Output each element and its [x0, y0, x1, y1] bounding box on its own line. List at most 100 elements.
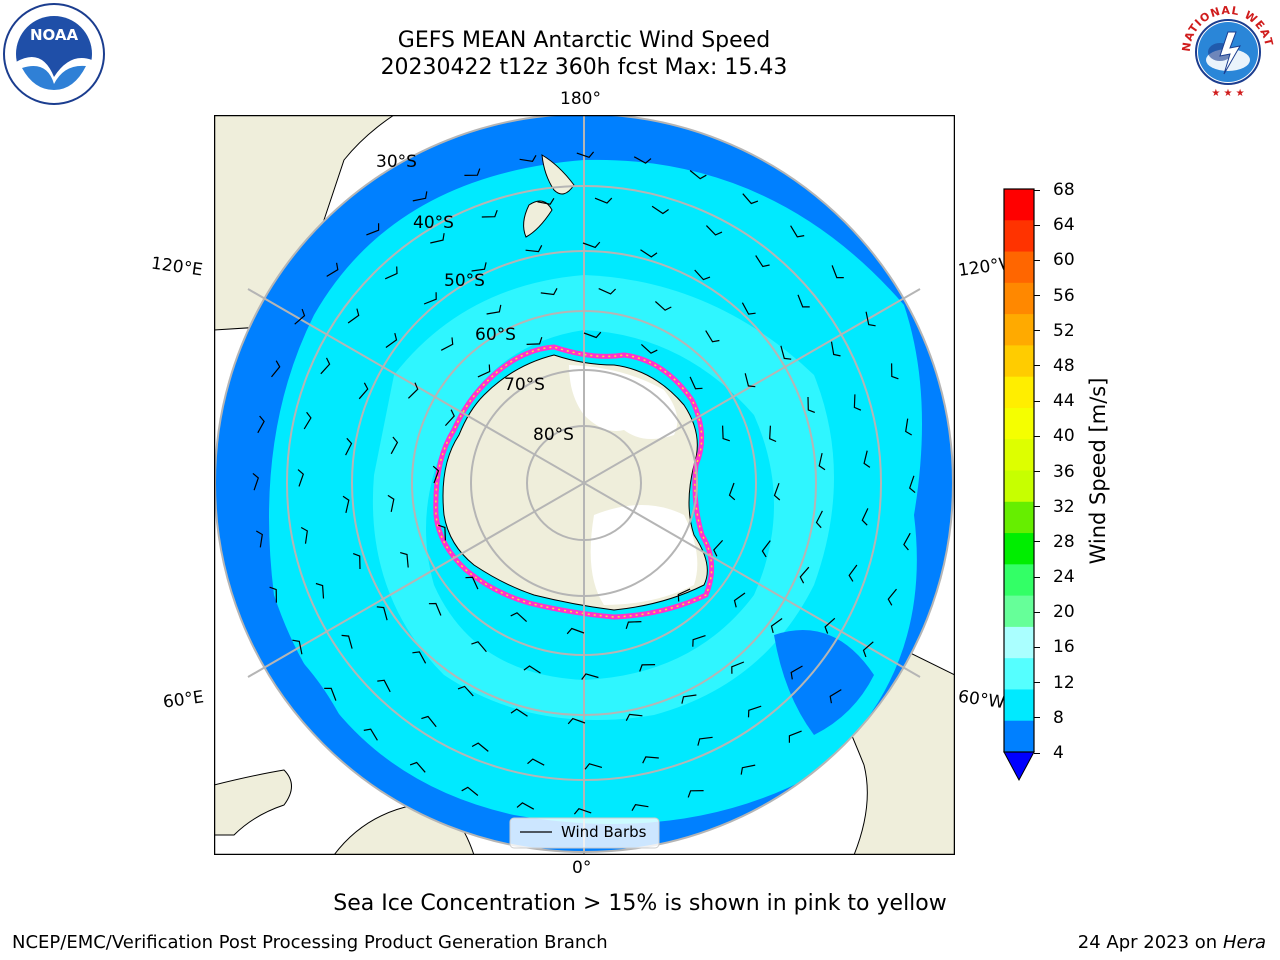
wind-barb	[863, 450, 871, 468]
colorbar-tick-mark	[1034, 471, 1040, 472]
wind-barb	[303, 411, 312, 430]
colorbar-tick-label: 68	[1053, 180, 1075, 200]
noaa-logo: NOAA	[3, 3, 105, 105]
wind-barb	[824, 617, 836, 634]
wind-barb	[342, 495, 350, 514]
wind-barb	[861, 508, 869, 526]
colorbar-tick-mark	[1034, 259, 1040, 261]
colorbar-tick-mark	[1034, 330, 1040, 332]
colorbar-tick-label: 48	[1053, 355, 1075, 376]
wind-barb	[300, 526, 308, 544]
wind-barb	[471, 742, 489, 752]
colorbar-tick-mark	[1034, 611, 1040, 613]
wind-barb	[830, 341, 841, 357]
colorbar-tick-label: 4	[1053, 743, 1064, 763]
wind-barb	[326, 262, 339, 277]
sea-ice-caption: Sea Ice Concentration > 15% is shown in …	[333, 891, 947, 916]
wind-barb	[481, 209, 498, 218]
colorbar-tick-mark	[1034, 682, 1040, 684]
colorbar-band	[1004, 189, 1034, 221]
lon-label-60e: 60°E	[161, 687, 206, 713]
wind-barb	[352, 553, 361, 570]
colorbar-tick-label: 60	[1053, 250, 1075, 271]
wind-barb	[891, 363, 899, 380]
wind-barb	[862, 641, 874, 658]
lat-label-80s: 80°S	[533, 425, 574, 445]
wind-barb	[681, 694, 697, 704]
wind-barb	[705, 225, 723, 236]
lat-label-30s: 30°S	[376, 152, 417, 172]
wind-barb	[887, 588, 897, 606]
wind-barb	[297, 469, 305, 487]
wind-barb	[829, 689, 842, 704]
footer-date-text: 24 Apr 2023 on	[1077, 932, 1223, 953]
wind-barb	[430, 233, 445, 244]
colorbar-band	[1004, 251, 1034, 284]
wind-barb	[583, 331, 602, 339]
wind-barb	[516, 802, 535, 810]
wind-barb	[625, 621, 642, 629]
wind-barb	[761, 540, 771, 558]
wind-barb	[432, 465, 440, 484]
wind-barb	[633, 156, 652, 164]
wind-barb	[731, 661, 745, 674]
wind-barb	[390, 436, 399, 455]
wind-barb	[903, 532, 911, 551]
colorbar-band	[1004, 533, 1034, 565]
wind-barb	[477, 364, 491, 378]
colorbar-tick-mark	[1034, 541, 1040, 543]
wind-barb	[465, 576, 479, 590]
map-subtitle: 20230422 t12z 360h fcst Max: 15.43	[380, 55, 788, 80]
wind-barb	[486, 304, 502, 315]
colorbar-tick-mark	[1034, 400, 1040, 402]
wind-barbs	[252, 151, 916, 815]
wind-barb	[438, 524, 446, 541]
wind-barb	[320, 357, 331, 375]
wind-barb	[780, 345, 792, 360]
colorbar-tick-label: 28	[1053, 531, 1075, 552]
colorbar-band	[1004, 720, 1034, 753]
wind-barb	[377, 679, 391, 693]
colorbar-band	[1004, 470, 1034, 503]
wind-barb	[366, 223, 380, 236]
footer-machine: Hera	[1222, 932, 1266, 953]
lat-label-60s: 60°S	[475, 325, 516, 345]
colorbar-band	[1004, 407, 1034, 440]
wind-barb	[905, 418, 913, 436]
wind-barb	[755, 255, 770, 268]
wind-barb	[594, 197, 613, 204]
wind-barb	[815, 510, 823, 529]
wind-barb	[385, 332, 398, 348]
wind-barb	[790, 225, 805, 238]
wind-barb	[519, 154, 537, 162]
colorbar-band	[1004, 595, 1034, 628]
colorbar-band	[1004, 282, 1034, 315]
wind-barb	[853, 394, 862, 411]
wind-barb	[788, 730, 802, 743]
map-title: GEFS MEAN Antarctic Wind Speed	[397, 28, 771, 53]
lon-label-120e: 120°E	[149, 253, 204, 281]
wind-barb	[407, 382, 419, 399]
wind-barb	[744, 373, 756, 388]
colorbar-band	[1004, 689, 1034, 722]
wind-barb	[341, 634, 353, 649]
colorbar-band	[1004, 439, 1034, 471]
colorbar-tick-mark	[1034, 752, 1040, 754]
wind-barb	[728, 482, 736, 501]
wind-barb	[689, 170, 707, 180]
wind-barb	[384, 266, 398, 280]
wind-barb	[573, 807, 592, 815]
wind-barb	[510, 612, 528, 623]
wind-barb	[358, 382, 369, 400]
wind-barb	[733, 592, 746, 608]
wind-barb	[376, 606, 388, 621]
wind-barb	[677, 588, 691, 602]
wind-barb	[697, 736, 713, 746]
land-inside-disk	[523, 154, 575, 238]
colorbar-band	[1004, 220, 1034, 253]
wind-barb	[269, 586, 277, 603]
colorbar-tick-label: 20	[1053, 602, 1075, 623]
wind-barb	[271, 360, 281, 378]
wind-barb	[713, 539, 724, 557]
wind-barb	[722, 425, 730, 442]
